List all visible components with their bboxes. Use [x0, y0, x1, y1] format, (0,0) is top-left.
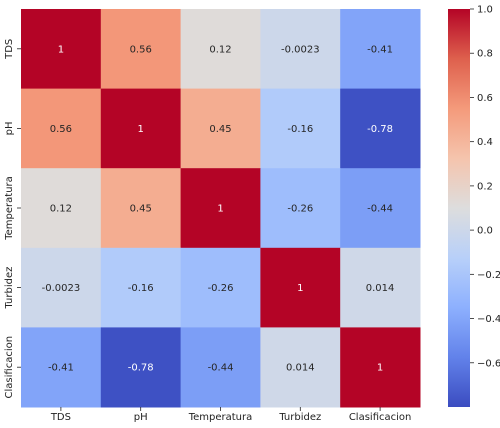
heatmap-cell	[21, 168, 102, 249]
x-tick-label: Turbidez	[278, 412, 321, 423]
cell-value-label: 0.12	[50, 204, 72, 215]
heatmap-cell	[100, 168, 182, 249]
cell-value-label: 1	[297, 283, 303, 294]
cell-value-label: -0.0023	[42, 283, 81, 294]
colorbar-tick-label: 0.8	[477, 49, 493, 60]
cell-value-label: -0.0023	[281, 44, 320, 55]
y-tick-label: Temperatura	[4, 176, 15, 241]
heatmap-cell	[340, 327, 421, 408]
heatmap-cell	[21, 88, 102, 169]
colorbar-tick-label: 1.0	[477, 5, 493, 16]
cell-value-label: -0.78	[128, 363, 154, 374]
cell-value-label: 0.014	[366, 283, 395, 294]
heatmap-cell	[180, 168, 261, 249]
heatmap-cell	[21, 9, 102, 90]
cell-value-label: 1	[58, 44, 64, 55]
x-tick-label: pH	[134, 412, 148, 423]
colorbar-tick-label: 0.6	[477, 93, 493, 104]
cell-value-label: -0.16	[128, 283, 154, 294]
y-tick-label: Turbidez	[4, 267, 15, 310]
x-tick-label: TDS	[50, 412, 71, 423]
colorbar-gradient	[448, 9, 470, 407]
y-tick-label: TDS	[4, 39, 15, 60]
cell-value-label: 0.12	[209, 44, 231, 55]
x-axis-ticks: TDS pH Temperatura Turbidez Clasificacion	[50, 407, 412, 423]
heatmap-cell	[180, 88, 261, 169]
x-tick-label: Temperatura	[188, 412, 253, 423]
heatmap-cell	[260, 247, 341, 328]
heatmap-cell	[100, 88, 182, 169]
cell-value-label: -0.41	[367, 44, 393, 55]
heatmap-cell	[260, 88, 341, 169]
x-tick-label: Clasificacion	[349, 412, 412, 423]
heatmap-cell	[260, 9, 341, 90]
cell-value-label: -0.26	[287, 204, 313, 215]
heatmap-cell	[21, 247, 102, 328]
cell-value-label: -0.78	[367, 124, 393, 135]
heatmap-cell	[180, 9, 261, 90]
heatmap-cell-labels: 1 0.56 0.12 -0.0023 -0.41 0.56 1 0.45 -0.16 -0.78…	[42, 44, 395, 373]
colorbar-tick-label: 0.0	[477, 226, 493, 237]
cell-value-label: 1	[138, 124, 144, 135]
y-axis-ticks: TDS pH Temperatura Turbidez Clasificacion	[4, 39, 21, 399]
cell-value-label: 0.45	[209, 124, 231, 135]
heatmap-cell	[21, 327, 102, 408]
cell-value-label: -0.44	[208, 363, 234, 374]
heatmap-cell	[100, 9, 182, 90]
colorbar-tick-label: −0.4	[477, 314, 500, 325]
heatmap-cell	[340, 168, 421, 249]
heatmap-cell	[180, 247, 261, 328]
colorbar-tick-label: −0.2	[477, 270, 500, 281]
colorbar-tick-label: 0.4	[477, 137, 493, 148]
cell-value-label: -0.44	[367, 204, 393, 215]
heatmap-cell	[340, 9, 421, 90]
cell-value-label: 1	[377, 363, 383, 374]
cell-value-label: 0.014	[286, 363, 315, 374]
y-tick-label: Clasificacion	[4, 336, 15, 399]
heatmap-cells	[21, 9, 421, 408]
heatmap-cell	[340, 88, 421, 169]
cell-value-label: 0.56	[130, 44, 152, 55]
cell-value-label: 0.56	[50, 124, 72, 135]
colorbar-tick-label: 0.2	[477, 181, 493, 192]
cell-value-label: -0.26	[208, 283, 234, 294]
cell-value-label: -0.41	[48, 363, 74, 374]
cell-value-label: 0.45	[130, 204, 152, 215]
heatmap-cell	[100, 327, 182, 408]
heatmap-cell	[260, 168, 341, 249]
colorbar-tick-label: −0.6	[477, 358, 500, 369]
heatmap-cell	[180, 327, 261, 408]
heatmap-cell	[260, 327, 341, 408]
heatmap-cell	[340, 247, 421, 328]
cell-value-label: 1	[217, 204, 223, 215]
colorbar: 1.0 0.8 0.6 0.4 0.2 0.0 −0.2 −0.4 −0.6	[448, 5, 500, 407]
cell-value-label: -0.16	[287, 124, 313, 135]
y-tick-label: pH	[4, 121, 15, 135]
heatmap-cell	[100, 247, 182, 328]
